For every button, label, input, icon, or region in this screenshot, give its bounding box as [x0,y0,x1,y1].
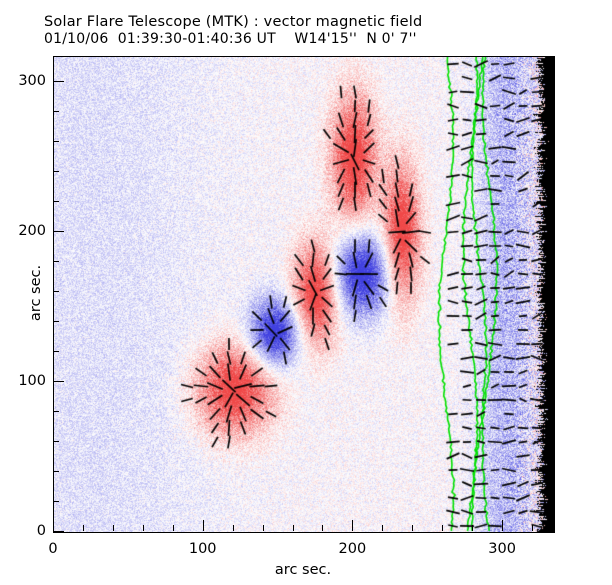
y-tick [53,141,59,143]
x-tick [53,520,54,531]
x-tick [472,525,474,531]
y-tick [53,171,59,173]
x-tick [262,525,264,531]
x-tick [502,520,504,531]
x-tick [412,525,414,531]
x-tick-label: 0 [48,541,58,557]
y-tick-label: 200 [18,223,46,240]
y-tick-label: 100 [18,373,46,390]
x-tick-label: 300 [488,541,516,557]
y-tick [53,81,64,83]
y-tick [53,531,64,532]
y-axis-title: arc sec. [28,264,45,322]
figure-subtitle: 01/10/06 01:39:30-01:40:36 UT W14'15'' N… [44,31,417,47]
figure-title: Solar Flare Telescope (MTK) : vector mag… [44,14,423,30]
x-tick [382,525,384,531]
y-tick [53,111,59,113]
y-tick-label: 300 [18,73,46,90]
x-tick-label: 100 [188,541,217,557]
y-tick [53,351,59,353]
y-tick [53,411,59,413]
x-axis-title: arc sec. [274,562,332,578]
y-tick [53,321,59,323]
y-tick-label: 0 [36,523,46,539]
y-tick [53,201,59,203]
x-tick [442,525,444,531]
y-tick [53,261,59,263]
y-tick [53,231,64,233]
x-tick [292,525,294,531]
x-tick [352,520,354,531]
x-tick-label: 200 [338,541,367,557]
x-tick [232,525,234,531]
y-tick [53,471,59,473]
magnetogram-image [54,57,554,532]
y-tick [53,381,64,383]
magnetogram-plot-area [53,56,555,533]
y-tick [53,501,59,503]
x-tick [532,525,534,531]
y-tick [53,291,59,293]
x-tick [172,525,174,531]
x-tick [142,525,144,531]
x-tick [202,520,204,531]
x-tick [82,525,84,531]
y-tick [53,441,59,443]
vector-magnetic-field-map [54,57,554,532]
x-tick [112,525,114,531]
x-tick [322,525,324,531]
